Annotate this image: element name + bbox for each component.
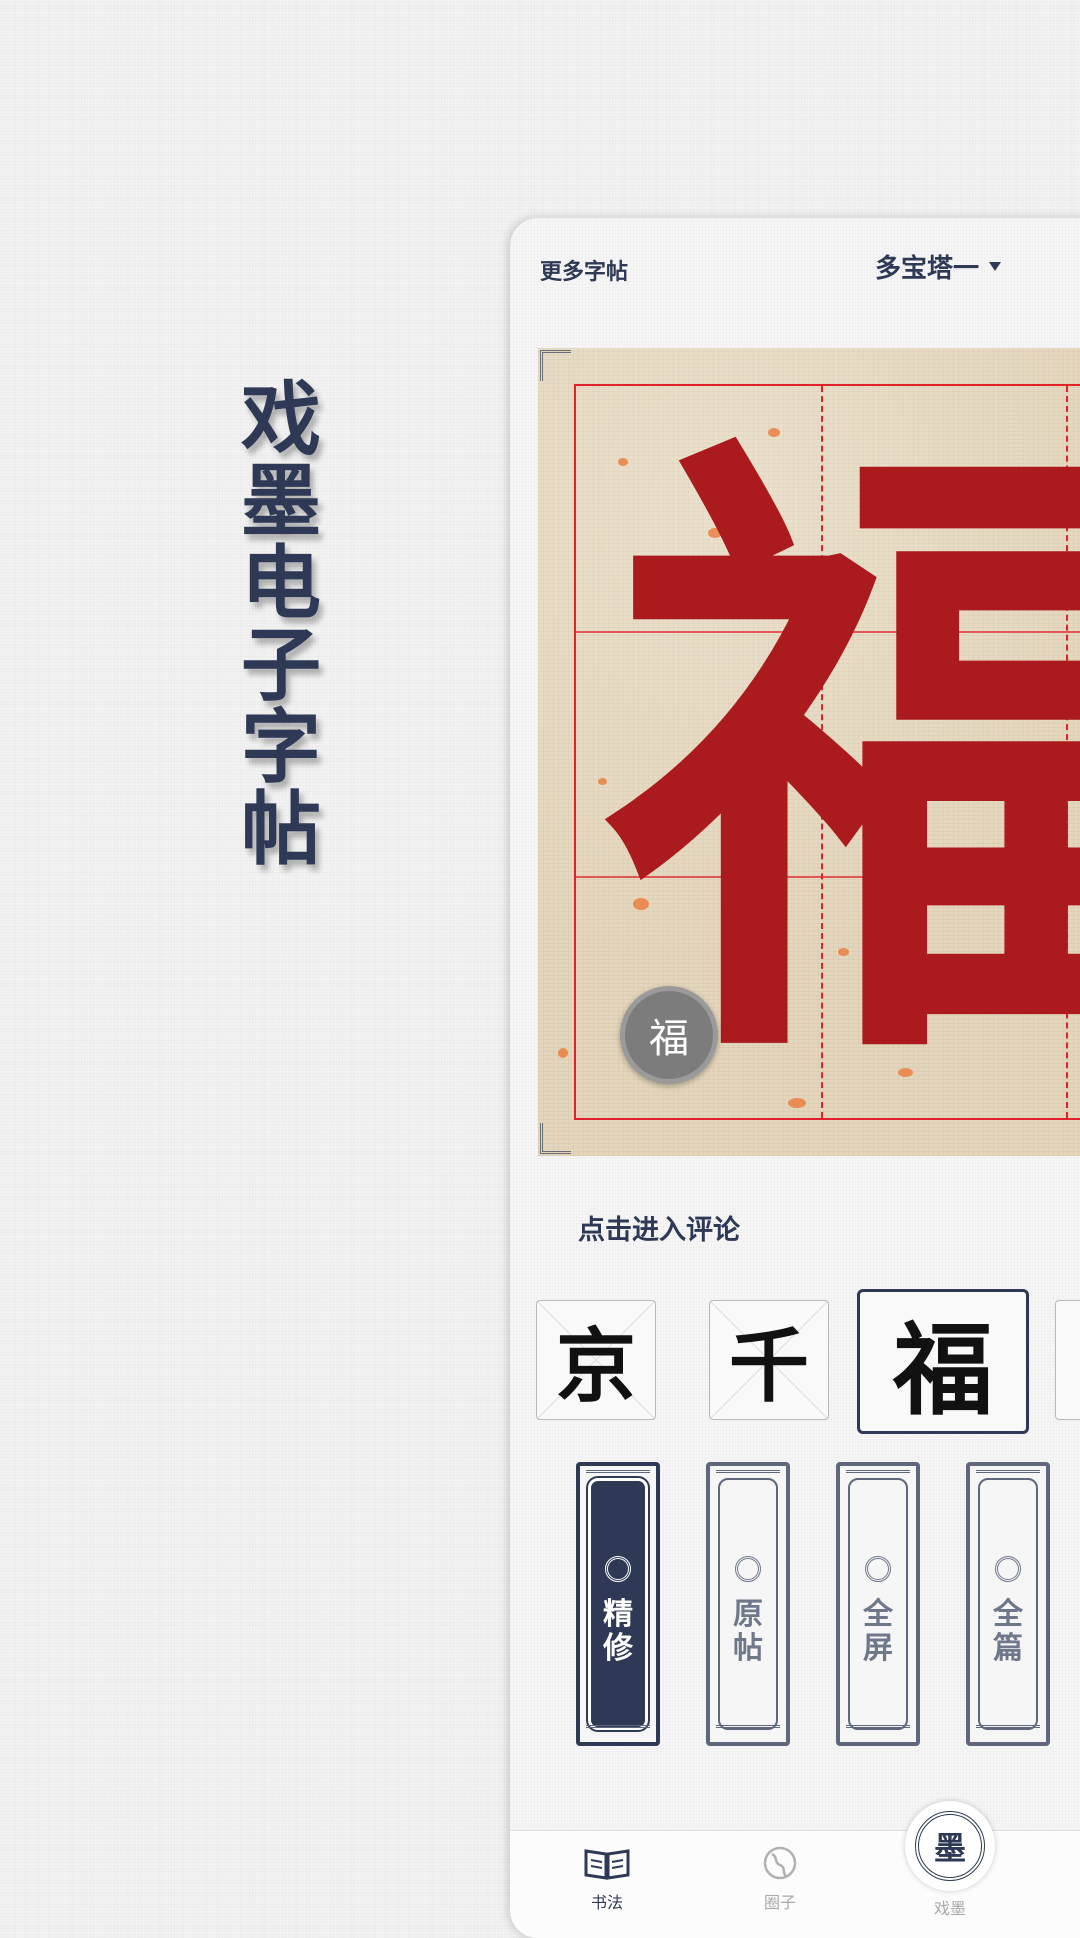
mode-original-button[interactable]: 原帖 <box>706 1462 790 1746</box>
gold-fleck <box>708 528 722 538</box>
more-copybooks-link[interactable]: 更多字帖 <box>540 260 629 285</box>
tab-circle[interactable]: 圈子 <box>735 1845 825 1913</box>
character-canvas[interactable]: 福 福 <box>538 348 1080 1156</box>
mode-label: 全屏 <box>863 1597 893 1666</box>
grid-line <box>821 386 823 1118</box>
frame-ornament-icon <box>716 1470 780 1483</box>
copybook-selector-label: 多宝塔一 <box>875 254 980 284</box>
frame-ornament-icon <box>586 1725 650 1738</box>
gold-fleck <box>618 458 628 466</box>
tab-label: 书法 <box>590 1893 623 1912</box>
mode-inner-frame <box>586 1476 650 1732</box>
mode-refined-button[interactable]: 精修 <box>576 1462 660 1746</box>
tab-label: 圈子 <box>763 1893 796 1912</box>
knot-icon <box>735 1556 761 1582</box>
caret-down-icon <box>989 262 1002 271</box>
frame-ornament-icon <box>846 1470 910 1483</box>
mode-label: 原帖 <box>733 1597 763 1666</box>
frame-ornament-icon <box>976 1725 1040 1738</box>
grid-line <box>576 631 1080 633</box>
gold-fleck <box>558 1048 568 1058</box>
bottom-tab-bar: 书法 圈子 墨 戏墨 <box>510 1801 1080 1938</box>
promo-title: 戏墨电子字帖 <box>241 372 321 876</box>
globe-icon <box>763 1846 797 1880</box>
enter-comments-link[interactable]: 点击进入评论 <box>578 1215 740 1246</box>
frame-ornament-icon <box>846 1725 910 1738</box>
knot-icon <box>865 1556 891 1582</box>
tab-ximo-seal-button[interactable]: 墨 <box>905 1801 995 1891</box>
gold-fleck <box>898 1068 913 1077</box>
knot-icon <box>995 1556 1021 1582</box>
mode-full-text-button[interactable]: 全篇 <box>966 1462 1050 1746</box>
frame-ornament-icon <box>976 1470 1040 1483</box>
corner-ornament-icon <box>540 350 571 381</box>
corner-ornament-icon <box>540 1123 571 1154</box>
ink-seal-icon: 墨 <box>915 1811 985 1881</box>
mi-grid <box>574 384 1080 1120</box>
frame-ornament-icon <box>716 1725 780 1738</box>
knot-icon <box>605 1556 631 1582</box>
grid-line <box>576 876 1080 878</box>
copybook-selector[interactable]: 多宝塔一 <box>875 248 1002 285</box>
gold-fleck <box>633 898 649 910</box>
character-badge-button[interactable]: 福 <box>620 986 718 1084</box>
mode-label: 全篇 <box>993 1597 1023 1666</box>
gold-fleck <box>768 428 780 437</box>
thumbnail-char-partial[interactable] <box>1055 1300 1080 1420</box>
thumbnail-char[interactable]: 京 <box>536 1300 656 1420</box>
thumbnail-char-label: 千 <box>729 1319 809 1413</box>
grid-line <box>1066 386 1068 1118</box>
thumbnail-grid-icon <box>537 1301 655 1419</box>
gold-fleck <box>838 948 849 956</box>
frame-ornament-icon <box>586 1470 650 1483</box>
app-screen: 更多字帖 多宝塔一 福 福 点击进入评论 京 <box>510 218 1080 1938</box>
open-book-icon <box>584 1849 630 1880</box>
tab-calligraphy[interactable]: 书法 <box>562 1845 652 1913</box>
gold-fleck <box>938 758 951 767</box>
mode-inner-frame <box>718 1478 778 1730</box>
thumbnail-grid-icon <box>710 1301 828 1419</box>
thumbnail-char[interactable]: 千 <box>709 1300 829 1420</box>
gold-fleck <box>598 778 607 785</box>
mode-label: 精修 <box>603 1597 633 1666</box>
mode-inner-frame <box>978 1478 1038 1730</box>
tab-label: 戏墨 <box>933 1899 966 1918</box>
tab-ximo[interactable]: 戏墨 <box>905 1891 995 1919</box>
gold-fleck <box>788 1098 806 1108</box>
thumbnail-char-label: 京 <box>556 1319 636 1413</box>
mode-fullscreen-button[interactable]: 全屏 <box>836 1462 920 1746</box>
mode-inner-frame <box>848 1478 908 1730</box>
thumbnail-char-label: 福 <box>893 1311 993 1429</box>
thumbnail-char-selected[interactable]: 福 <box>857 1289 1029 1434</box>
